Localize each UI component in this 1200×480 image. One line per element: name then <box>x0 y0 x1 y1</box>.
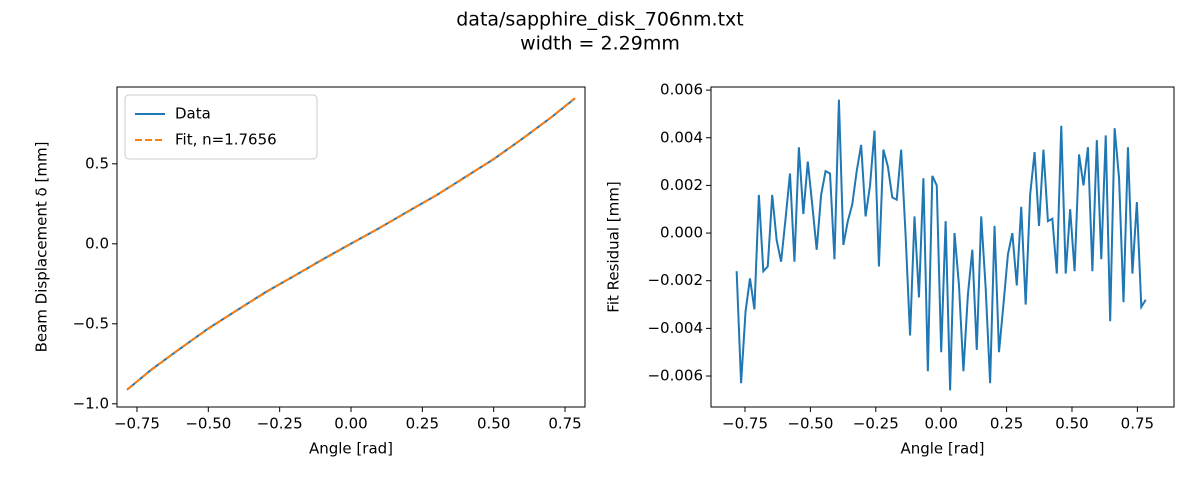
x-tick-label: 0.50 <box>1055 415 1088 433</box>
data-line <box>735 99 1147 391</box>
y-tick-label: 0.000 <box>660 224 703 242</box>
x-tick-label: 0.00 <box>334 415 367 433</box>
y-tick-label: 0.006 <box>660 81 703 99</box>
x-tick-label: 0.00 <box>924 415 957 433</box>
y-tick-label: −1.0 <box>73 394 109 412</box>
legend-label: Data <box>175 105 211 123</box>
x-tick-label: 0.75 <box>1121 415 1154 433</box>
y-tick-label: 0.002 <box>660 176 703 194</box>
x-tick-label: −0.50 <box>787 415 833 433</box>
x-tick-label: −0.75 <box>114 415 160 433</box>
legend-label: Fit, n=1.7656 <box>175 131 277 149</box>
y-tick-label: −0.002 <box>647 271 703 289</box>
x-tick-label: 0.50 <box>477 415 510 433</box>
y-tick-label: 0.5 <box>85 154 109 172</box>
figure-subtitle: width = 2.29mm <box>520 33 680 55</box>
x-axis-label: Angle [rad] <box>900 440 984 458</box>
data-line <box>126 97 576 391</box>
x-tick-label: 0.25 <box>406 415 439 433</box>
y-tick-label: 0.0 <box>85 234 109 252</box>
x-tick-label: 0.25 <box>990 415 1023 433</box>
y-tick-label: −0.004 <box>647 319 703 337</box>
x-tick-label: −0.25 <box>257 415 303 433</box>
x-tick-label: −0.75 <box>722 415 768 433</box>
y-tick-label: 0.004 <box>660 128 703 146</box>
x-axis-label: Angle [rad] <box>309 440 393 458</box>
x-tick-label: −0.25 <box>853 415 899 433</box>
figure-title: data/sapphire_disk_706nm.txt <box>456 9 744 31</box>
x-tick-label: −0.50 <box>185 415 231 433</box>
y-tick-label: −0.5 <box>73 314 109 332</box>
y-axis-label: Beam Displacement δ [mm] <box>33 142 51 353</box>
axes-frame <box>710 86 1175 408</box>
y-tick-label: −0.006 <box>647 367 703 385</box>
x-tick-label: 0.75 <box>548 415 581 433</box>
axes-frame <box>116 86 586 408</box>
legend-box <box>124 94 318 160</box>
y-axis-label: Fit Residual [mm] <box>605 181 623 312</box>
